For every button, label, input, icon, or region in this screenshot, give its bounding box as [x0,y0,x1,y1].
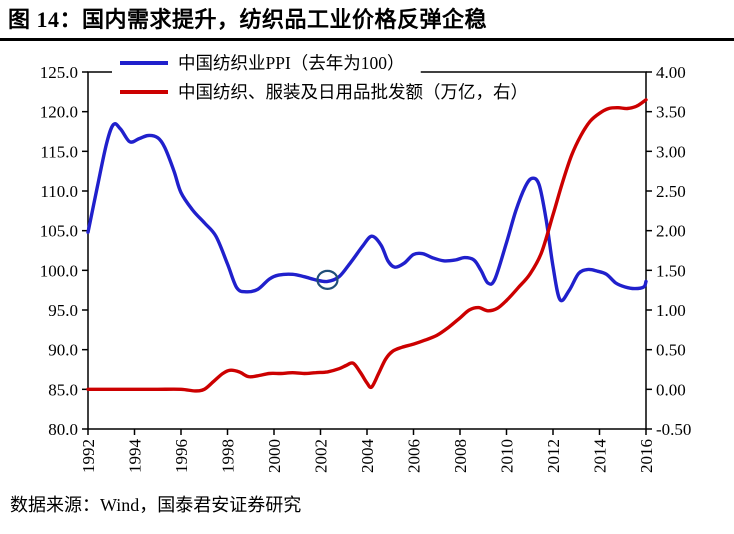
x-axis-label: 1996 [172,439,191,473]
x-axis-label: 2008 [451,439,470,473]
legend-bg [112,78,538,106]
left-axis-label: 80.0 [48,420,78,439]
left-axis-label: 85.0 [48,381,78,400]
x-axis-label: 1994 [126,439,145,474]
right-axis-label: 2.00 [656,222,686,241]
right-axis-label: 1.00 [656,301,686,320]
right-axis-label: 4.00 [656,63,686,82]
x-axis-label: 2002 [312,439,331,473]
left-axis-label: 120.0 [40,103,78,122]
right-axis-label: 3.50 [656,103,686,122]
chart: 125.0 120.0 115.0 110.0 105.0 100.0 95.0 90.0 85… [0,41,734,479]
left-axis-label: 90.0 [48,341,78,360]
x-axis-label: 1992 [79,439,98,473]
plot-border [87,71,647,431]
right-axis-label: 0.00 [656,381,686,400]
right-axis-label: 2.50 [656,182,686,201]
source-note: 数据来源：Wind，国泰君安证券研究 [10,495,302,516]
right-axis-label: 3.00 [656,143,686,162]
right-axis-label: 0.50 [656,341,686,360]
chart-canvas: 125.0 120.0 115.0 110.0 105.0 100.0 95.0 90.0 85… [40,49,691,474]
x-axis-label: 2010 [498,439,517,473]
legend-label-wholesale: 中国纺织、服装及日用品批发额（万亿，右） [178,82,528,102]
left-axis-label: 95.0 [48,301,78,320]
left-axis-label: 115.0 [40,143,78,162]
right-axis-label: -0.50 [656,420,691,439]
figure-title: 图 14：国内需求提升，纺织品工业价格反弹企稳 [0,0,734,42]
left-axis-label: 125.0 [40,63,78,82]
series-line-wholesale [86,98,648,393]
x-axis-label: 2014 [591,439,610,474]
x-axis-label: 2006 [405,439,424,473]
x-axis-label: 2000 [265,439,284,473]
left-axis-label: 110.0 [40,182,78,201]
x-axis-label: 2004 [358,439,377,474]
x-axis-label: 1998 [219,439,238,473]
x-axis-label: 2016 [637,439,656,473]
left-axis-label: 105.0 [40,222,78,241]
series-line-ppi [86,122,648,303]
legend-label-ppi: 中国纺织业PPI（去年为100） [178,53,405,73]
right-axis-label: 1.50 [656,262,686,281]
x-axis-label: 2012 [544,439,563,473]
left-axis-label: 100.0 [40,262,78,281]
annotation-circle [316,270,339,291]
